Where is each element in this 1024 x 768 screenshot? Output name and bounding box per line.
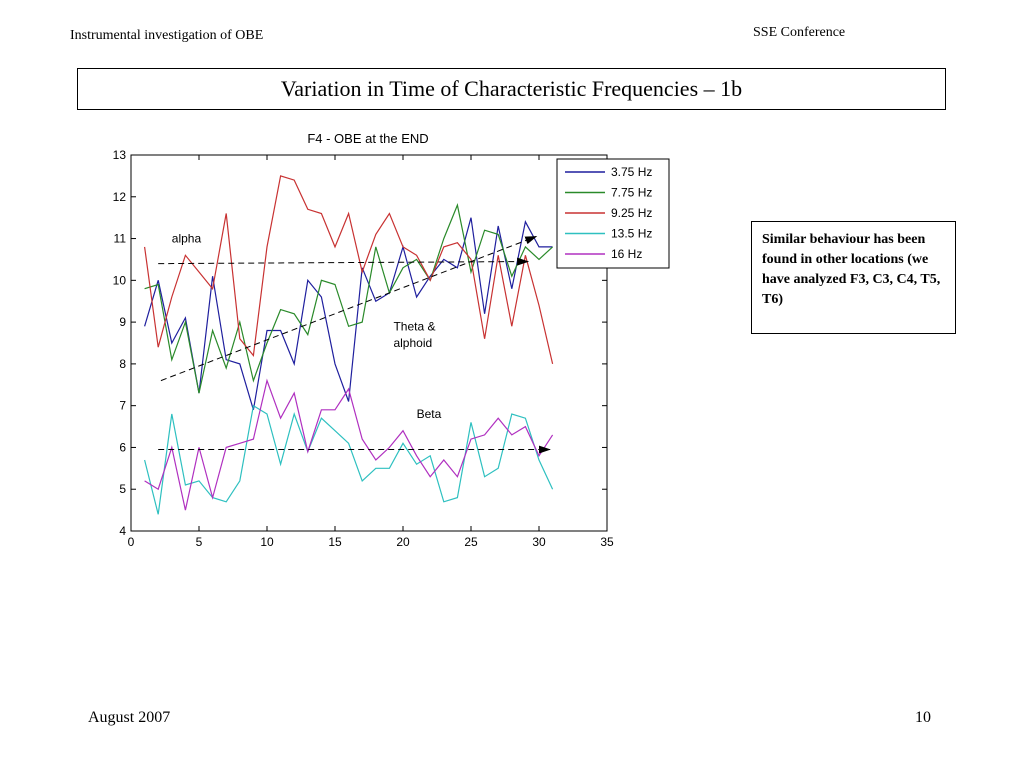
note-box: Similar behaviour has been found in othe… xyxy=(751,221,956,334)
annotation-label: Beta xyxy=(417,407,442,421)
series-line-7-75-hz xyxy=(144,203,554,394)
y-tick-label: 12 xyxy=(113,190,127,204)
legend: 3.75 Hz 7.75 Hz 9.25 Hz 13.5 Hz 16 Hz xyxy=(556,158,670,269)
annotation-label: Theta & xyxy=(393,319,435,333)
header-right: SSE Conference xyxy=(753,25,846,40)
y-tick-label: 13 xyxy=(113,148,127,162)
chart-title: F4 - OBE at the END xyxy=(307,131,428,146)
series-line-3-75-hz xyxy=(144,217,553,410)
trend-arrow xyxy=(160,235,538,382)
annotation-label: alpha xyxy=(172,232,202,246)
x-tick-label: 15 xyxy=(328,535,342,549)
y-tick-label: 11 xyxy=(114,232,127,246)
x-tick-label: 0 xyxy=(128,535,135,549)
legend-label: 9.25 Hz xyxy=(611,206,652,220)
series-line-9-25-hz xyxy=(144,175,554,365)
trend-arrow xyxy=(158,257,530,266)
legend-label: 7.75 Hz xyxy=(611,186,652,200)
series-lines xyxy=(144,175,554,515)
y-tick-label: 5 xyxy=(119,482,126,496)
y-tick-label: 7 xyxy=(119,399,126,413)
trend-arrows xyxy=(158,235,551,454)
slide-title: Variation in Time of Characteristic Freq… xyxy=(77,68,946,110)
header-left: Instrumental investigation of OBE xyxy=(70,28,264,43)
axis-ticks: 0 5 10 15 20 25 30 35 4 5 6 7 8 9 10 11 12 13 xyxy=(113,148,614,549)
annotations: alpha Theta & alphoid Beta xyxy=(172,232,442,421)
annotation-label: alphoid xyxy=(393,336,432,350)
legend-label: 16 Hz xyxy=(611,247,642,261)
y-tick-label: 6 xyxy=(119,440,126,454)
x-tick-label: 35 xyxy=(600,535,614,549)
x-tick-label: 10 xyxy=(260,535,274,549)
x-tick-label: 5 xyxy=(196,535,203,549)
page-number: 10 xyxy=(915,709,931,726)
y-tick-label: 10 xyxy=(113,273,127,287)
line-chart: F4 - OBE at the END 0 5 10 15 20 25 30 35 4 5 6 7 8 9… xyxy=(100,124,672,552)
legend-label: 3.75 Hz xyxy=(611,165,652,179)
footer-date: August 2007 xyxy=(88,709,171,726)
series-line-16-hz xyxy=(144,378,554,511)
y-tick-label: 8 xyxy=(119,357,126,371)
y-tick-label: 9 xyxy=(119,315,126,329)
x-tick-label: 20 xyxy=(396,535,410,549)
x-tick-label: 30 xyxy=(532,535,546,549)
legend-label: 13.5 Hz xyxy=(611,227,652,241)
x-tick-label: 25 xyxy=(464,535,478,549)
y-tick-label: 4 xyxy=(119,524,126,538)
